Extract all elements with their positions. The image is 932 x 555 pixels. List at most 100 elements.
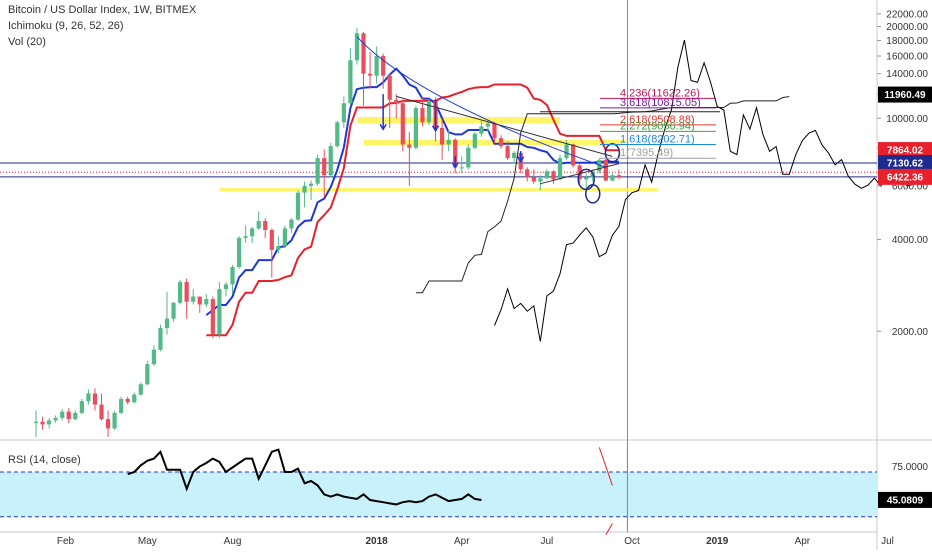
candle-body [217, 289, 221, 335]
candle-body [532, 177, 536, 181]
candle-body [558, 158, 562, 179]
candle-body [126, 399, 130, 402]
candle-body [237, 238, 241, 267]
candle-body [302, 186, 306, 193]
candle-body [113, 413, 117, 429]
candle-body [244, 236, 248, 238]
candle-body [584, 177, 588, 179]
price-badge-label: 6422.36 [887, 172, 924, 183]
candle-body [309, 184, 313, 186]
x-tick-label: Oct [624, 536, 640, 547]
candle-body [499, 138, 503, 146]
candle-body [486, 124, 490, 127]
candle-body [40, 422, 44, 425]
tenkan-line [206, 69, 619, 316]
candle-body [335, 122, 339, 146]
candle-body [139, 384, 143, 394]
candle-body [106, 419, 110, 428]
candle-body [67, 412, 71, 419]
y-tick-label: 10000.00 [886, 114, 928, 125]
candle-body [250, 228, 254, 236]
candle-body [230, 267, 234, 284]
candle-body [283, 228, 287, 246]
y-tick-label: 2000.00 [892, 327, 929, 338]
candle-body [525, 169, 529, 177]
x-tick-label: Apr [795, 536, 811, 547]
candle-body [473, 134, 477, 148]
candle-body [551, 171, 555, 179]
rsi-tick-label: 75.0000 [892, 462, 929, 473]
x-tick-label: 2019 [706, 536, 729, 547]
fib-level-label: 2.272(9056.94) [620, 120, 695, 132]
candle-body [440, 128, 444, 145]
candle-body [348, 60, 352, 103]
fib-level-label: 1(7395.49) [620, 147, 673, 159]
x-tick-label: Jul [541, 536, 554, 547]
y-tick-label: 14000.00 [886, 69, 928, 80]
candle-body [604, 160, 608, 181]
candle-body [414, 108, 418, 148]
leading-span-line [416, 97, 789, 293]
highlight-zone [357, 117, 560, 124]
candle-body [388, 76, 392, 100]
rsi-value-label: 45.0809 [887, 495, 924, 506]
candle-body [479, 126, 483, 133]
highlight-zone [219, 188, 658, 191]
rsi-label: RSI (14, close) [8, 454, 81, 466]
candle-body [60, 412, 64, 418]
candle-body [80, 401, 84, 413]
indicator-ichimoku-label: Ichimoku (9, 26, 52, 26) [8, 20, 124, 32]
candle-body [289, 220, 293, 229]
candle-body [361, 33, 365, 73]
candle-body [545, 171, 549, 178]
candle-body [73, 413, 77, 419]
candle-body [99, 405, 103, 420]
candle-body [34, 422, 38, 423]
descending-trendline [396, 96, 612, 156]
candle-body [171, 303, 175, 319]
price-badge-label: 7130.62 [887, 159, 924, 170]
candle-body [407, 145, 411, 148]
candle-body [427, 101, 431, 122]
candle-body [145, 364, 149, 384]
candle-body [617, 175, 621, 177]
price-badge-label: 7864.02 [887, 146, 924, 157]
candle-body [322, 158, 326, 175]
candle-body [375, 56, 379, 76]
x-tick-label: Aug [224, 536, 242, 547]
candle-body [538, 178, 542, 181]
candle-body [296, 193, 300, 220]
candle-body [54, 418, 58, 421]
candle-body [401, 103, 405, 144]
candle-body [447, 140, 451, 145]
candle-body [224, 284, 228, 289]
candle-body [257, 221, 261, 228]
candle-body [119, 399, 123, 413]
candle-body [158, 328, 162, 350]
fib-level-label: 1.618(8202.71) [620, 133, 695, 145]
candle-body [204, 299, 208, 304]
candle-body [394, 100, 398, 103]
candle-body [191, 297, 195, 302]
candle-body [270, 230, 274, 250]
candle-body [460, 167, 464, 168]
candle-body [47, 420, 51, 424]
x-tick-label: 2018 [365, 536, 388, 547]
x-tick-label: Jul [881, 536, 894, 547]
wave-circle [605, 144, 619, 162]
candle-body [178, 282, 182, 303]
wave-circle [586, 185, 600, 203]
candle-body [316, 158, 320, 184]
candle-body [329, 146, 333, 175]
candle-body [512, 153, 516, 158]
candle-body [506, 146, 510, 158]
candle-body [211, 299, 215, 335]
candle-body [86, 394, 90, 402]
rsi-annotation [606, 524, 613, 535]
candle-body [165, 319, 169, 328]
indicator-volume-label: Vol (20) [8, 36, 46, 48]
x-tick-label: May [138, 536, 157, 547]
candle-body [368, 74, 372, 76]
